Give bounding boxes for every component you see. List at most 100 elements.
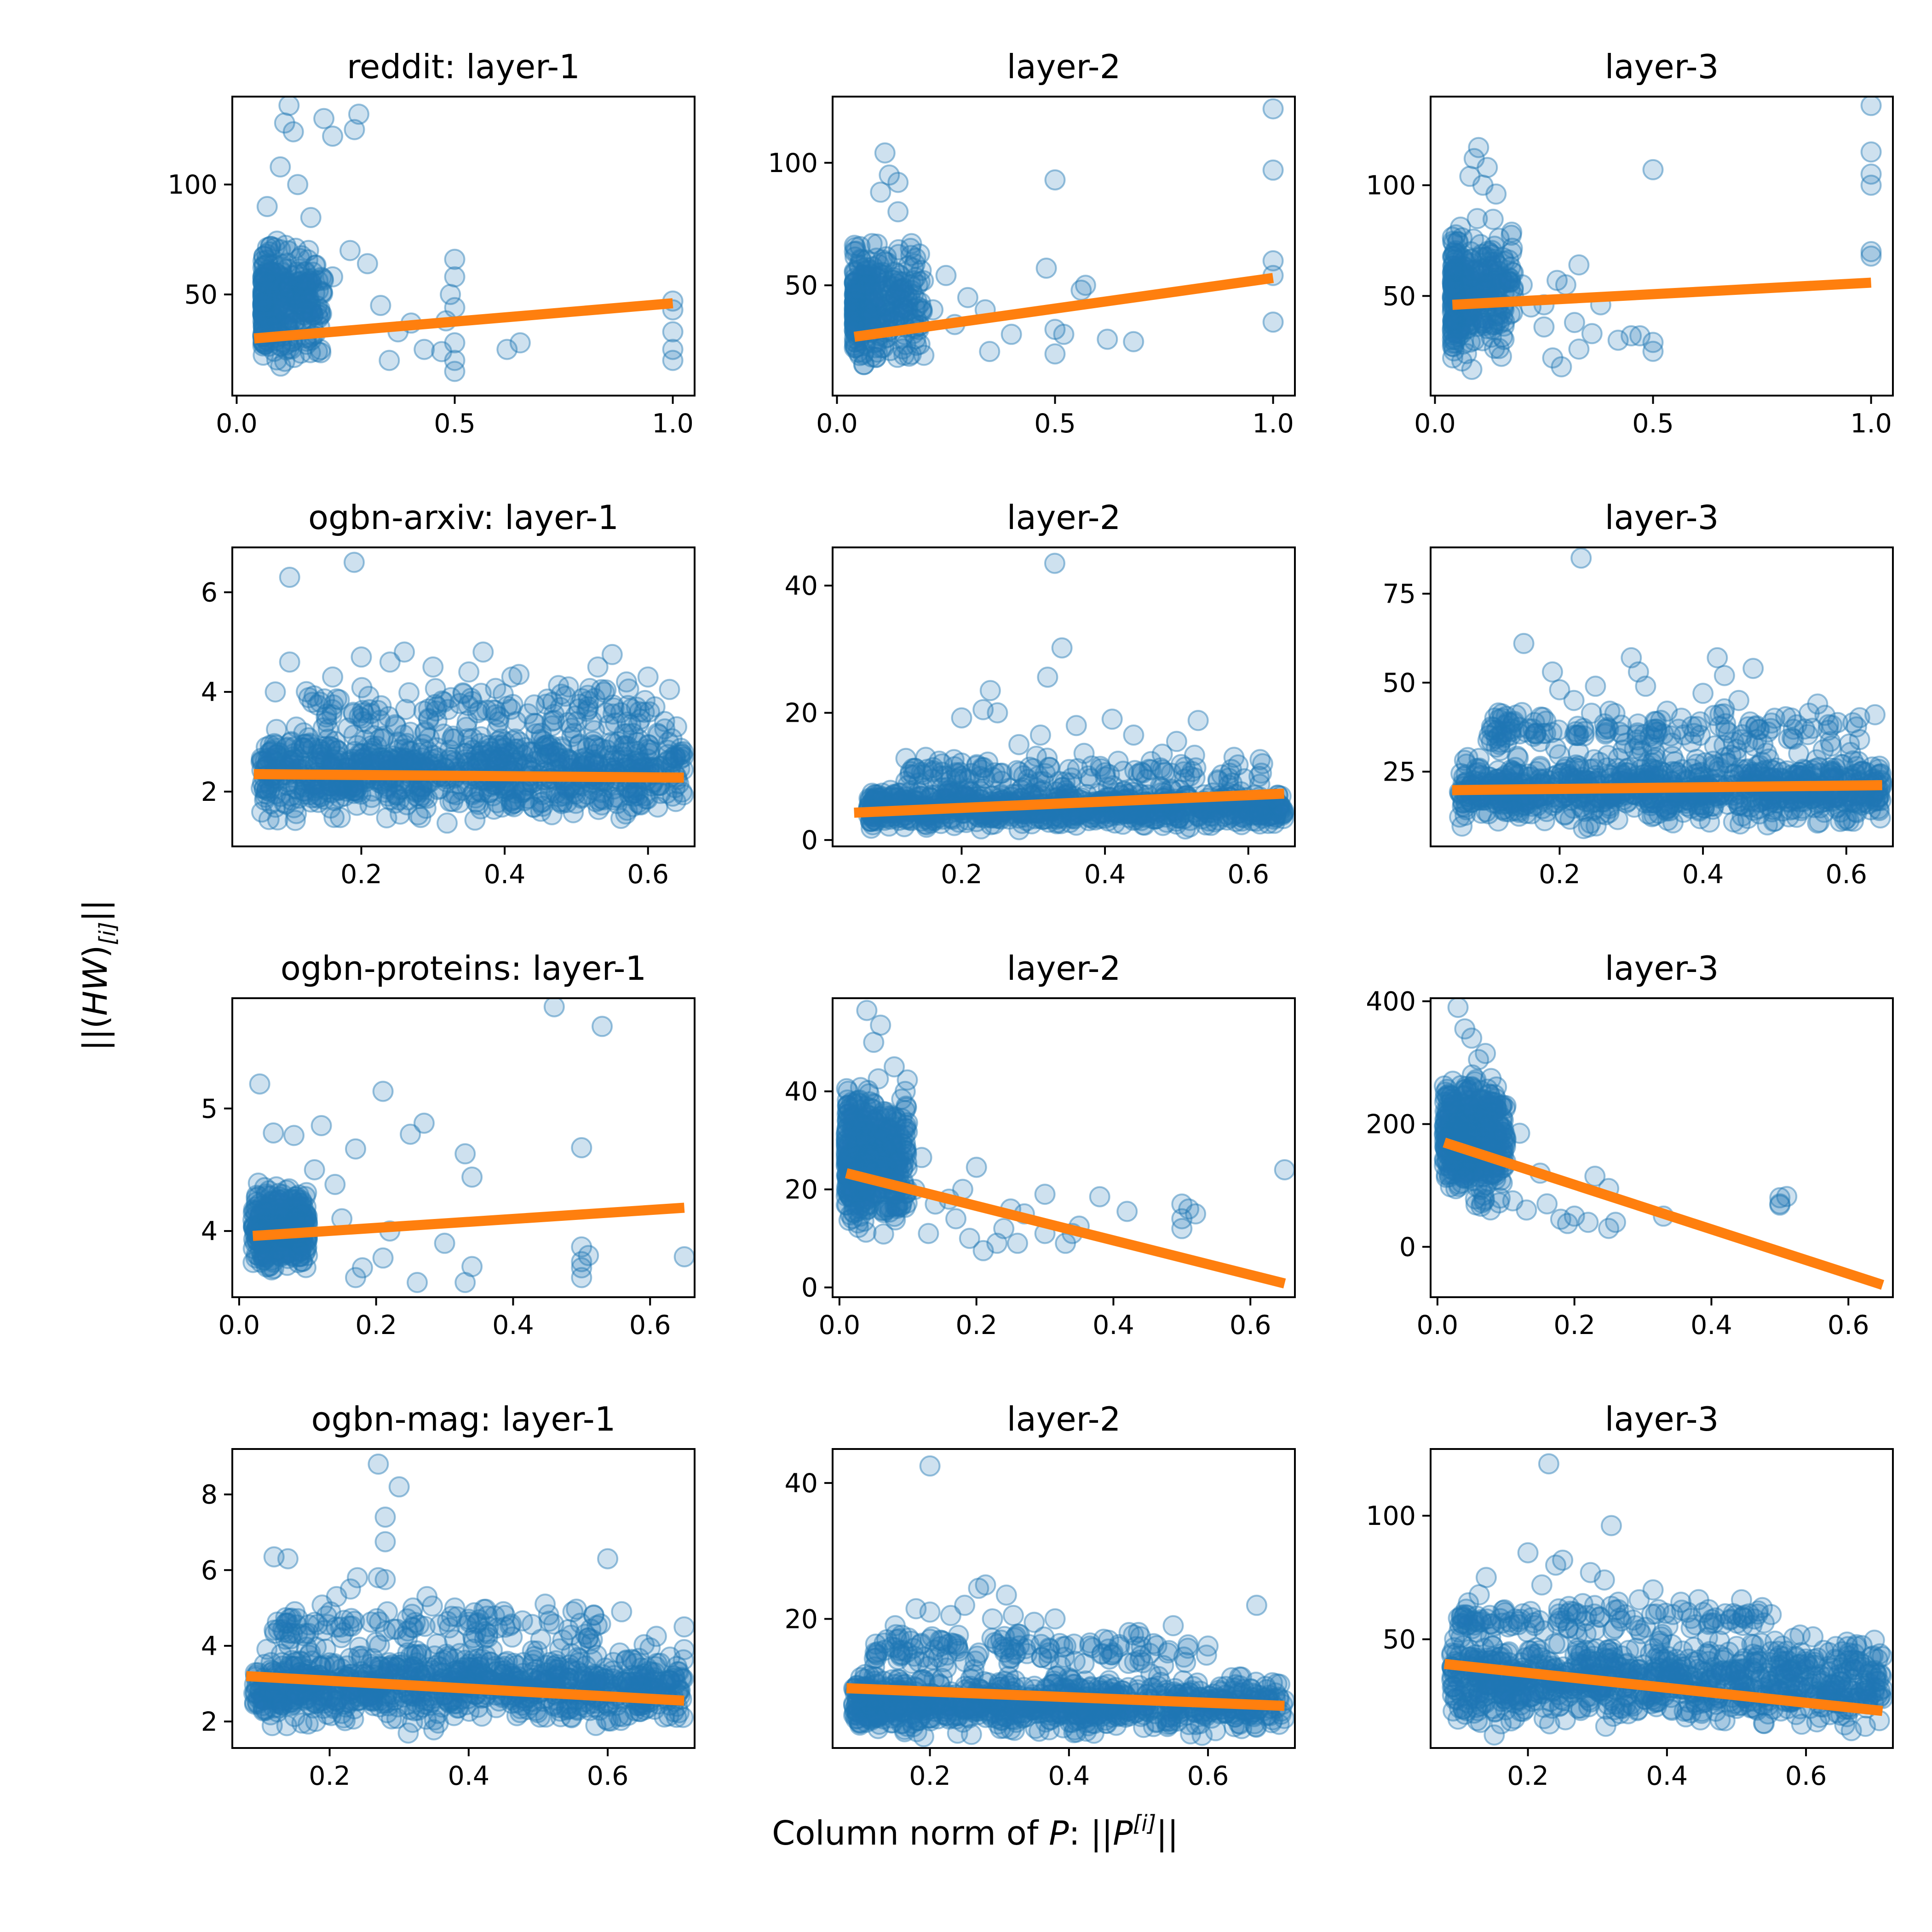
- data-point: [1443, 246, 1464, 267]
- data-point: [508, 664, 530, 685]
- data-point: [869, 296, 891, 317]
- data-point: [629, 701, 650, 723]
- data-point: [849, 279, 870, 301]
- data-point: [370, 295, 391, 316]
- data-point: [875, 246, 897, 268]
- data-point: [870, 181, 891, 203]
- data-point: [514, 790, 535, 811]
- data-point: [1454, 249, 1476, 271]
- data-point: [536, 744, 558, 765]
- data-point: [1123, 331, 1144, 352]
- data-point: [314, 736, 335, 758]
- data-point: [253, 345, 274, 366]
- data-point: [876, 285, 897, 307]
- data-point: [1645, 721, 1667, 743]
- data-point: [1492, 326, 1513, 348]
- data-point: [1462, 270, 1484, 292]
- data-point: [530, 729, 552, 750]
- data-point: [1609, 721, 1630, 743]
- data-point: [442, 749, 464, 771]
- data-point: [1443, 315, 1464, 336]
- data-point: [402, 749, 424, 771]
- data-point: [1217, 804, 1238, 826]
- data-point: [1474, 247, 1496, 268]
- data-point: [1463, 228, 1484, 250]
- data-point: [637, 788, 658, 810]
- data-point: [561, 726, 583, 748]
- data-point: [592, 1016, 613, 1037]
- data-point: [348, 104, 369, 125]
- data-point: [255, 267, 277, 289]
- data-point: [635, 788, 657, 810]
- data-point: [409, 781, 431, 803]
- x-tick-label: 0.0: [216, 408, 258, 439]
- data-point: [1483, 264, 1505, 285]
- data-point: [858, 305, 880, 326]
- data-point: [484, 700, 506, 721]
- data-point: [1491, 269, 1513, 291]
- data-point: [570, 748, 592, 770]
- data-point: [616, 711, 638, 733]
- data-point: [320, 736, 341, 758]
- data-point: [1450, 257, 1472, 278]
- data-point: [1046, 813, 1068, 834]
- data-point: [1471, 243, 1493, 265]
- data-point: [877, 275, 899, 296]
- data-point: [271, 254, 293, 276]
- data-point: [1501, 261, 1523, 283]
- data-point: [254, 267, 276, 288]
- data-point: [1444, 277, 1466, 299]
- data-point: [394, 749, 415, 771]
- data-point: [252, 304, 274, 326]
- data-point: [849, 236, 871, 257]
- data-point: [844, 271, 865, 293]
- data-point: [855, 298, 876, 320]
- data-point: [362, 748, 384, 769]
- data-point: [464, 809, 486, 831]
- data-point: [471, 742, 492, 763]
- data-point: [459, 737, 480, 759]
- data-point: [261, 740, 283, 762]
- data-point: [283, 285, 305, 306]
- data-point: [501, 789, 523, 811]
- data-point: [494, 731, 516, 753]
- data-point: [595, 702, 616, 724]
- data-point: [1541, 661, 1563, 683]
- data-point: [385, 716, 407, 737]
- data-point: [1237, 800, 1259, 822]
- data-point: [862, 256, 884, 277]
- data-point: [336, 780, 357, 802]
- data-point: [310, 743, 332, 765]
- data-point: [1133, 814, 1154, 836]
- data-point: [1445, 224, 1466, 246]
- data-point: [502, 793, 524, 815]
- data-point: [1460, 331, 1481, 353]
- data-point: [585, 744, 606, 765]
- data-point: [296, 681, 317, 702]
- data-point: [1568, 254, 1590, 276]
- data-point: [1261, 805, 1282, 826]
- data-point: [249, 1073, 270, 1095]
- data-point: [259, 275, 281, 296]
- data-point: [433, 691, 455, 713]
- data-point: [574, 751, 595, 772]
- y-axis-label: ||(HW)[i]||: [76, 899, 121, 1051]
- data-point: [485, 678, 506, 699]
- data-point: [283, 743, 305, 765]
- data-point: [299, 784, 321, 805]
- data-point: [1643, 805, 1665, 826]
- data-point: [845, 297, 866, 319]
- data-point: [388, 747, 409, 768]
- data-point: [307, 743, 328, 765]
- data-point: [266, 744, 288, 766]
- data-point: [853, 298, 875, 320]
- data-point: [564, 782, 585, 803]
- y-tick-label: 100: [167, 170, 218, 200]
- data-point: [1822, 790, 1843, 811]
- data-point: [374, 782, 396, 803]
- data-point: [530, 800, 552, 822]
- data-point: [312, 717, 334, 739]
- data-point: [1533, 316, 1555, 338]
- data-point: [540, 782, 561, 803]
- data-point: [854, 298, 876, 320]
